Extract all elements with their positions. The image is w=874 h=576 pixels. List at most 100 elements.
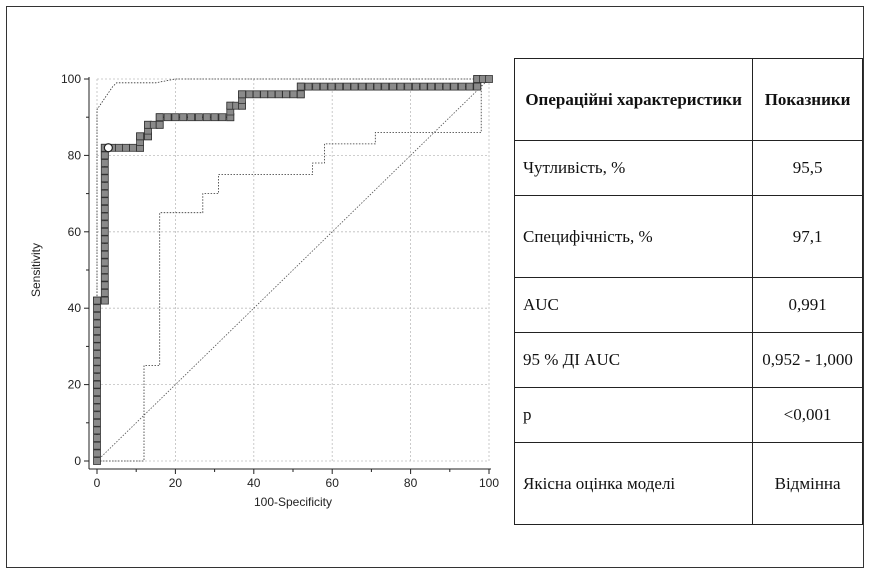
row-specificity-label: Специфічність, % bbox=[513, 195, 754, 278]
roc-point bbox=[93, 395, 101, 404]
roc-point bbox=[427, 82, 436, 91]
criterion-point bbox=[103, 143, 113, 153]
roc-point bbox=[171, 113, 180, 122]
roc-point bbox=[218, 113, 227, 122]
y-tick-label: 100 bbox=[61, 72, 81, 86]
row-auc-label: AUC bbox=[513, 277, 754, 333]
roc-point bbox=[93, 304, 101, 313]
row-auc-value: 0,991 bbox=[752, 277, 863, 333]
roc-point bbox=[93, 426, 101, 435]
roc-point bbox=[296, 82, 305, 91]
roc-point bbox=[457, 82, 466, 91]
roc-point bbox=[434, 82, 443, 91]
roc-point bbox=[100, 258, 109, 267]
roc-point bbox=[100, 159, 109, 167]
roc-point bbox=[238, 90, 246, 99]
roc-point bbox=[93, 380, 101, 389]
roc-point bbox=[93, 311, 101, 320]
roc-point bbox=[93, 357, 101, 366]
roc-point bbox=[350, 82, 359, 91]
roc-point bbox=[465, 82, 474, 91]
y-tick-label: 0 bbox=[74, 454, 81, 468]
roc-point bbox=[485, 75, 493, 83]
roc-point bbox=[442, 82, 451, 91]
y-tick-label: 40 bbox=[68, 301, 82, 315]
roc-point bbox=[358, 82, 367, 91]
y-tick-label: 20 bbox=[68, 378, 82, 392]
roc-point bbox=[319, 82, 328, 91]
roc-point bbox=[473, 82, 482, 91]
row-p-value: <0,001 bbox=[752, 387, 863, 443]
roc-point bbox=[194, 113, 203, 122]
roc-point bbox=[100, 182, 109, 190]
roc-point bbox=[100, 235, 109, 244]
roc-point bbox=[187, 113, 196, 122]
roc-point bbox=[163, 113, 172, 122]
roc-point bbox=[202, 113, 211, 122]
roc-point bbox=[93, 296, 101, 305]
roc-point bbox=[312, 82, 321, 91]
roc-point bbox=[210, 113, 219, 122]
roc-point bbox=[136, 132, 145, 141]
roc-point bbox=[388, 82, 397, 91]
metrics-table: Операційні характеристики Показники Чутл… bbox=[513, 58, 863, 525]
roc-point bbox=[404, 82, 413, 91]
roc-point bbox=[93, 342, 101, 351]
roc-point bbox=[267, 90, 276, 99]
roc-point bbox=[155, 113, 164, 122]
roc-point bbox=[115, 143, 123, 152]
roc-point bbox=[260, 90, 269, 99]
roc-point bbox=[335, 82, 344, 91]
roc-point bbox=[100, 212, 109, 221]
lower-ci-line bbox=[97, 79, 482, 462]
header-values: Показники bbox=[752, 58, 863, 141]
roc-point bbox=[100, 204, 109, 213]
roc-point bbox=[93, 457, 101, 465]
roc-point bbox=[100, 220, 109, 229]
roc-point bbox=[381, 82, 390, 91]
roc-point bbox=[100, 227, 109, 236]
roc-point bbox=[100, 296, 109, 305]
roc-point bbox=[93, 411, 101, 420]
roc-point bbox=[282, 90, 291, 99]
row-sensitivity-value: 95,5 bbox=[752, 140, 863, 196]
x-tick-label: 100 bbox=[479, 476, 499, 490]
roc-point bbox=[100, 243, 109, 252]
roc-point bbox=[100, 197, 109, 206]
roc-point bbox=[93, 449, 101, 458]
x-tick-label: 60 bbox=[326, 476, 340, 490]
roc-point bbox=[396, 82, 405, 91]
roc-point bbox=[100, 288, 109, 297]
row-quality-label: Якісна оцінка моделі bbox=[513, 442, 754, 525]
roc-point bbox=[100, 166, 109, 175]
roc-point bbox=[245, 90, 254, 99]
roc-point bbox=[419, 82, 428, 91]
roc-point bbox=[179, 113, 188, 122]
roc-point bbox=[93, 403, 101, 412]
y-tick-label: 80 bbox=[68, 148, 82, 162]
row-ci-label: 95 % ДІ AUC bbox=[513, 332, 754, 388]
roc-point bbox=[93, 350, 101, 358]
roc-point bbox=[93, 334, 101, 343]
y-axis-title: Sensitivity bbox=[29, 243, 43, 297]
x-tick-label: 40 bbox=[247, 476, 261, 490]
roc-point bbox=[252, 90, 261, 99]
row-sensitivity-label: Чутливість, % bbox=[513, 140, 754, 196]
roc-point bbox=[100, 273, 109, 282]
roc-point bbox=[93, 365, 101, 374]
upper-ci-line bbox=[96, 78, 489, 461]
roc-point bbox=[289, 90, 298, 99]
roc-point bbox=[304, 82, 313, 91]
x-tick-label: 80 bbox=[404, 476, 418, 490]
roc-point bbox=[100, 281, 109, 290]
roc-point bbox=[93, 434, 101, 443]
x-tick-label: 20 bbox=[169, 476, 183, 490]
roc-point bbox=[450, 82, 459, 91]
roc-point bbox=[93, 441, 101, 450]
y-tick-label: 60 bbox=[68, 225, 82, 239]
roc-point bbox=[411, 82, 420, 91]
row-specificity-value: 97,1 bbox=[752, 195, 863, 278]
row-p-label: p bbox=[513, 387, 754, 443]
roc-point bbox=[155, 120, 164, 129]
